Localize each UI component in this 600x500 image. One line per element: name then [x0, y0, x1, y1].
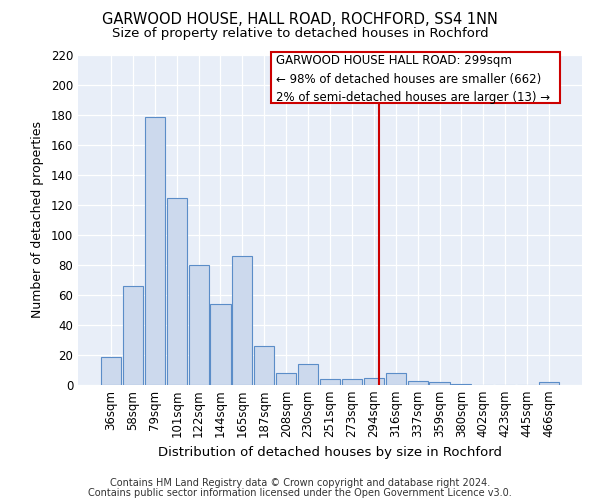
Bar: [430, 382, 449, 385]
Bar: [451, 384, 472, 385]
Y-axis label: Number of detached properties: Number of detached properties: [31, 122, 44, 318]
Bar: [211, 304, 230, 385]
Text: Size of property relative to detached houses in Rochford: Size of property relative to detached ho…: [112, 28, 488, 40]
Bar: [145, 116, 165, 385]
Bar: [386, 373, 406, 385]
Bar: [232, 256, 253, 385]
Bar: [298, 364, 318, 385]
Bar: [167, 198, 187, 385]
Bar: [254, 346, 274, 385]
Bar: [271, 52, 560, 103]
Bar: [342, 379, 362, 385]
Bar: [539, 382, 559, 385]
Bar: [188, 265, 209, 385]
Bar: [320, 379, 340, 385]
Text: Contains HM Land Registry data © Crown copyright and database right 2024.: Contains HM Land Registry data © Crown c…: [110, 478, 490, 488]
Bar: [276, 373, 296, 385]
Bar: [123, 286, 143, 385]
Bar: [101, 356, 121, 385]
Text: GARWOOD HOUSE, HALL ROAD, ROCHFORD, SS4 1NN: GARWOOD HOUSE, HALL ROAD, ROCHFORD, SS4 …: [102, 12, 498, 28]
Bar: [407, 380, 428, 385]
Text: Contains public sector information licensed under the Open Government Licence v3: Contains public sector information licen…: [88, 488, 512, 498]
Bar: [364, 378, 384, 385]
X-axis label: Distribution of detached houses by size in Rochford: Distribution of detached houses by size …: [158, 446, 502, 459]
Text: GARWOOD HOUSE HALL ROAD: 299sqm
← 98% of detached houses are smaller (662)
2% of: GARWOOD HOUSE HALL ROAD: 299sqm ← 98% of…: [277, 54, 550, 104]
